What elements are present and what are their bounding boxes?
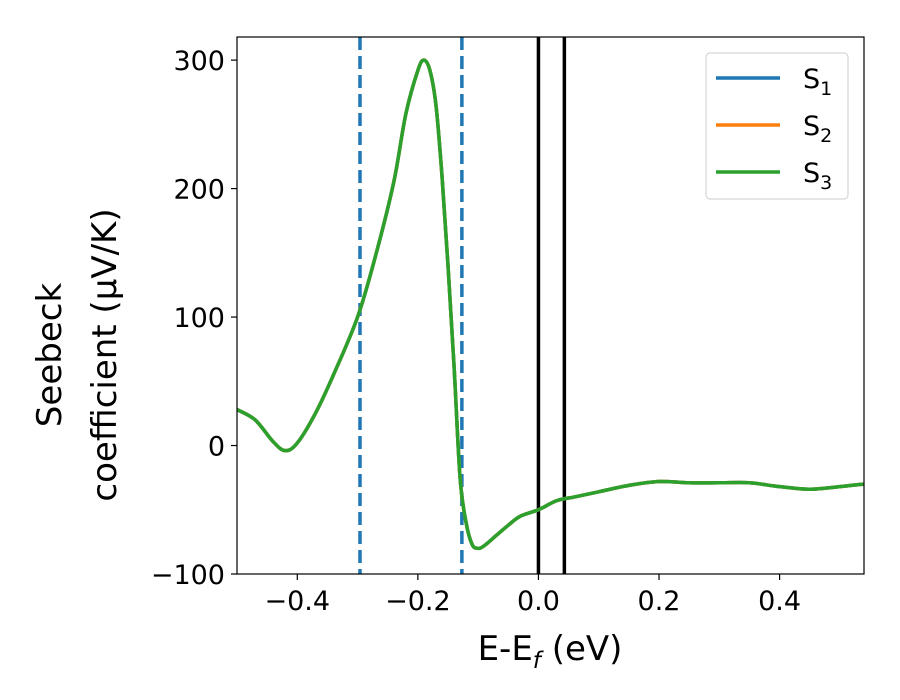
y-axis-ticks: −100 0 100 200 300 (151, 46, 237, 591)
y-axis-label-line1: Seebeck (30, 283, 70, 428)
y-tick-label: −100 (151, 560, 225, 591)
plot-frame (236, 36, 865, 575)
series-line-3 (237, 58, 864, 551)
data-series (237, 58, 864, 551)
y-tick-label: 100 (173, 303, 225, 334)
y-tick-label: 0 (208, 432, 225, 463)
x-tick-label: 0.0 (517, 586, 560, 617)
y-tick-label: 300 (173, 46, 225, 77)
legend: S1 S2 S3 (705, 52, 849, 200)
x-tick-label: 0.2 (638, 586, 681, 617)
x-axis-ticks: −0.4 −0.2 0.0 0.2 0.4 (265, 574, 801, 617)
legend-label-1: S1 (803, 64, 832, 100)
x-tick-label: −0.4 (265, 586, 331, 617)
x-tick-label: 0.4 (758, 586, 801, 617)
y-tick-label: 200 (173, 175, 225, 206)
x-axis-label: E-Ef (eV) (478, 629, 623, 674)
legend-label-2: S2 (803, 111, 832, 147)
x-tick-label: −0.2 (385, 586, 451, 617)
y-axis-label-line2: coefficient (μV/K) (85, 208, 125, 501)
legend-label-3: S3 (803, 158, 832, 194)
